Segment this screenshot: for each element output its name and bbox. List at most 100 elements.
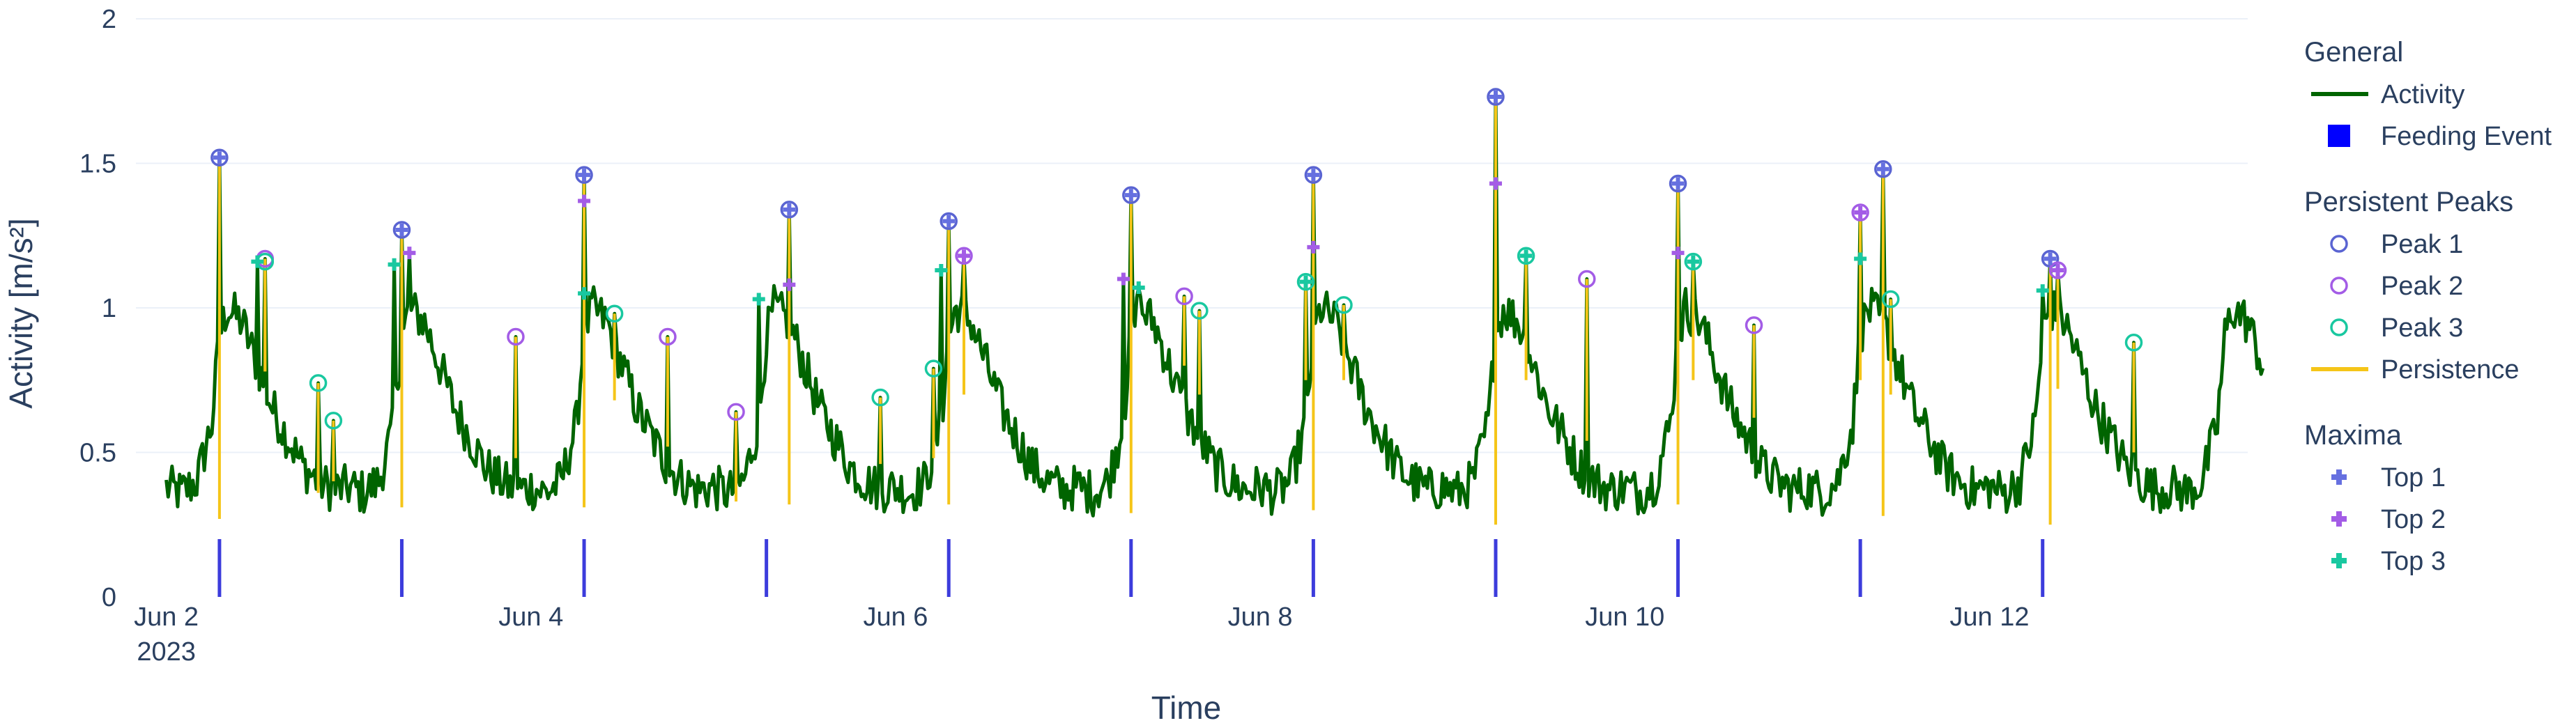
- peak-3-marker: [1335, 296, 1353, 314]
- peak-2-marker: [955, 247, 973, 265]
- x-axis-title: Time: [1151, 690, 1222, 723]
- top-3-marker: [578, 287, 591, 300]
- peak-3-marker: [924, 359, 943, 378]
- peak-1-marker: [1304, 166, 1323, 184]
- y-tick-label: 1.5: [79, 150, 116, 179]
- top-2-marker: [578, 194, 591, 208]
- peak-1-marker: [210, 148, 229, 166]
- peak-2-marker: [1851, 203, 1869, 221]
- legend-circle-swatch: [2330, 277, 2348, 295]
- peak-1-marker: [392, 221, 411, 239]
- legend-cross-swatch: [2331, 511, 2347, 527]
- top-2-marker: [1489, 177, 1502, 190]
- x-axis-ticks: Jun 2 2023 Jun 4 Jun 6 Jun 8 Jun 10 Jun 12: [134, 602, 2029, 667]
- peak-2-marker: [727, 403, 745, 421]
- top-2-marker: [1117, 272, 1130, 286]
- peak-3-marker: [1881, 290, 1900, 309]
- x-tick-sublabel: 2023: [137, 637, 196, 667]
- top-2-marker: [783, 278, 796, 291]
- y-tick-label: 0: [102, 583, 116, 612]
- legend-group-title: General: [2304, 37, 2403, 68]
- legend-item-label: Activity: [2381, 80, 2464, 109]
- top-1-marker: [1307, 169, 1320, 182]
- legend-circle-swatch: [2330, 318, 2348, 336]
- x-tick-label: Jun 12: [1949, 602, 2029, 632]
- top-1-marker: [942, 215, 956, 228]
- legend-item-label: Peak 1: [2381, 230, 2463, 259]
- top-1-marker: [213, 151, 226, 164]
- top-3-marker: [1687, 255, 1700, 268]
- top-2-marker: [2051, 264, 2064, 277]
- peak-3-marker: [1684, 252, 1703, 271]
- x-tick-label: Jun 8: [1228, 602, 1293, 632]
- top-3-marker: [1132, 281, 1145, 294]
- peak-1-marker: [1487, 88, 1505, 106]
- gridlines: [136, 18, 2248, 453]
- top-2-marker: [1307, 240, 1320, 254]
- peak-2-marker: [1175, 287, 1193, 306]
- top-2-marker: [1854, 206, 1867, 219]
- peak-3-marker: [1190, 302, 1209, 320]
- top-1-marker: [1671, 177, 1685, 190]
- top-2-marker: [403, 247, 416, 260]
- peak-1-marker: [780, 201, 799, 219]
- peak-1-marker: [940, 212, 958, 231]
- top-1-marker: [1876, 162, 1889, 176]
- peak-2-marker: [507, 327, 525, 346]
- top-1-marker: [783, 203, 796, 216]
- x-tick-label: Jun 2: [134, 602, 199, 632]
- legend-cross-swatch: [2331, 553, 2347, 568]
- x-tick-label: Jun 6: [863, 602, 928, 632]
- persistent-peaks: [210, 88, 2143, 430]
- top-3-marker: [1854, 252, 1867, 265]
- maxima-markers: [213, 91, 2064, 306]
- peak-3-marker: [2124, 334, 2143, 352]
- legend-group-title: Persistent Peaks: [2304, 187, 2513, 217]
- peak-3-marker: [309, 374, 328, 392]
- y-axis-ticks: 0 0.5 1 1.5 2: [79, 5, 116, 612]
- x-tick-label: Jun 10: [1585, 602, 1664, 632]
- top-2-marker: [1671, 247, 1685, 260]
- peak-3-marker: [871, 388, 889, 407]
- top-3-marker: [935, 264, 948, 277]
- legend-item-label: Feeding Event: [2381, 122, 2552, 151]
- top-3-marker: [1299, 275, 1312, 288]
- top-3-marker: [251, 255, 264, 268]
- top-3-marker: [388, 258, 401, 271]
- persistence-lines: [217, 97, 2136, 525]
- y-tick-label: 0.5: [79, 439, 116, 468]
- top-1-marker: [395, 223, 408, 236]
- peak-1-marker: [575, 166, 593, 184]
- peak-2-marker: [1578, 270, 1596, 288]
- legend-item-label: Top 3: [2381, 547, 2446, 576]
- peak-3-marker: [605, 304, 624, 323]
- peak-1-marker: [1874, 160, 1892, 178]
- top-1-marker: [1489, 91, 1502, 104]
- y-axis-title: Activity [m/s²]: [3, 218, 39, 408]
- legend-square-swatch: [2328, 125, 2350, 147]
- top-1-marker: [2044, 252, 2057, 265]
- legend-item-label: Persistence: [2381, 355, 2520, 384]
- top-2-marker: [958, 249, 971, 263]
- peak-3-marker: [1296, 272, 1315, 291]
- top-3-marker: [2036, 284, 2049, 297]
- legend-item-label: Top 2: [2381, 505, 2446, 534]
- peak-3-marker: [324, 412, 343, 430]
- legend-group-title: Maxima: [2304, 420, 2402, 451]
- peak-2-marker: [2048, 261, 2067, 279]
- legend-item-label: Top 1: [2381, 463, 2446, 492]
- y-tick-label: 2: [102, 5, 116, 34]
- peak-2-marker: [659, 327, 677, 346]
- legend-circle-swatch: [2330, 235, 2348, 253]
- legend: General Activity Feeding Event Persistent P…: [2304, 37, 2552, 576]
- top-3-marker: [752, 293, 765, 306]
- legend-item-label: Peak 3: [2381, 313, 2463, 343]
- top-1-marker: [1124, 189, 1137, 202]
- top-3-marker: [1519, 249, 1533, 263]
- peak-1-marker: [1669, 174, 1687, 193]
- x-tick-label: Jun 4: [498, 602, 563, 632]
- y-tick-label: 1: [102, 294, 116, 323]
- peak-1-marker: [1122, 186, 1140, 204]
- peak-3-marker: [1517, 247, 1535, 265]
